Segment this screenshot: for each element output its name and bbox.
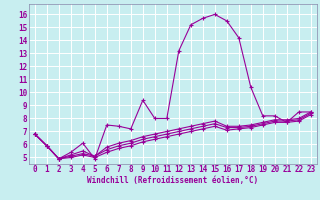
X-axis label: Windchill (Refroidissement éolien,°C): Windchill (Refroidissement éolien,°C): [87, 176, 258, 185]
